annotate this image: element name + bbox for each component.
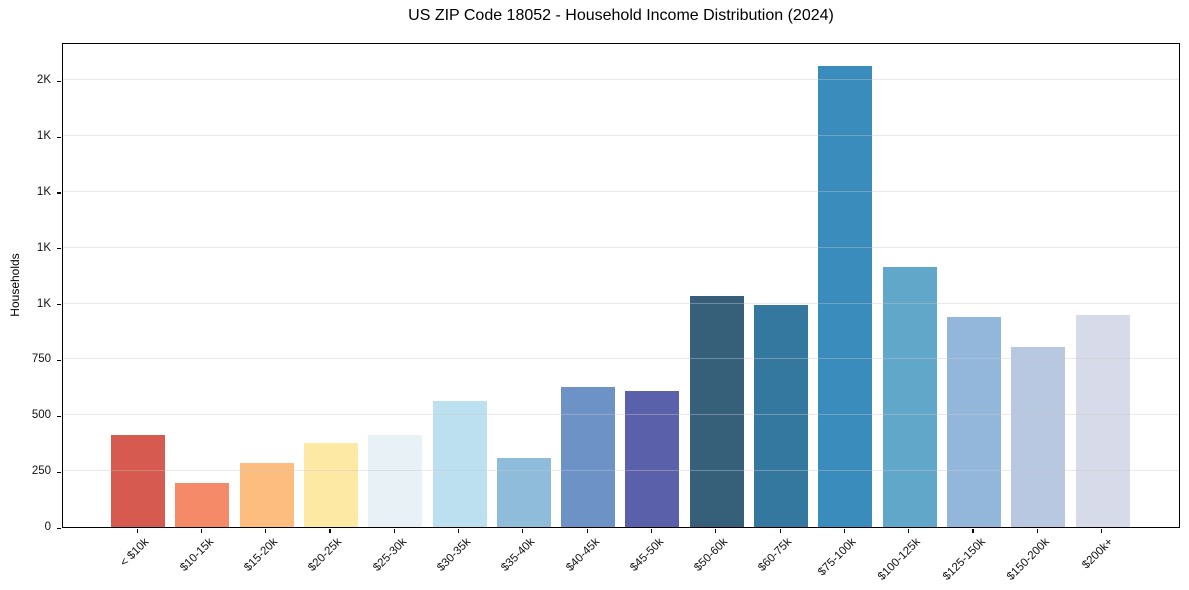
- gridline: [63, 470, 1179, 472]
- x-tick-label: $60-75k: [756, 536, 795, 574]
- bar: [561, 387, 616, 527]
- x-tick-mark: [972, 529, 974, 533]
- x-tick-label: $45-50k: [628, 536, 666, 574]
- x-tick-label: $25-30k: [370, 536, 409, 574]
- x-tick-label: $15-20k: [242, 536, 281, 574]
- bar: [303, 443, 358, 527]
- bar: [946, 317, 1001, 527]
- y-tick-label: 1K: [36, 130, 51, 143]
- bar: [625, 391, 680, 527]
- x-tick-label: $35-40k: [499, 536, 538, 574]
- x-tick-label: $20-25k: [306, 536, 345, 574]
- x-tick-label: $75-100k: [816, 536, 859, 579]
- x-tick-label: $150-200k: [1004, 536, 1052, 583]
- y-tick-mark: [57, 248, 61, 250]
- x-tick-mark: [458, 529, 460, 533]
- x-tick-mark: [1036, 529, 1038, 533]
- x-tick-label: $30-35k: [435, 536, 473, 574]
- bar: [496, 457, 551, 527]
- y-tick-mark: [57, 359, 61, 362]
- gridline: [63, 414, 1179, 416]
- x-tick-mark: [908, 529, 910, 533]
- x-tick-label: $100-125k: [876, 536, 924, 583]
- x-tick-label: < $10k: [118, 536, 152, 570]
- y-tick-mark: [57, 80, 61, 82]
- bar: [1075, 315, 1130, 527]
- x-tick-mark: [715, 529, 717, 533]
- y-tick-label: 2K: [36, 74, 51, 87]
- bar: [239, 463, 294, 527]
- y-tick-mark: [57, 415, 61, 417]
- x-tick-mark: [329, 529, 331, 533]
- y-tick-label: 500: [31, 409, 51, 422]
- x-tick-label: $10-15k: [177, 536, 216, 574]
- y-tick-label: 1K: [36, 241, 51, 254]
- x-tick-mark: [393, 529, 395, 533]
- x-tick-mark: [650, 529, 653, 533]
- y-tick-mark: [57, 527, 61, 529]
- bar: [818, 65, 873, 527]
- bar: [754, 304, 808, 527]
- y-tick-mark: [57, 136, 61, 138]
- x-tick-mark: [586, 529, 588, 533]
- gridline: [63, 246, 1179, 248]
- x-tick-mark: [200, 529, 202, 533]
- y-tick-label: 0: [44, 521, 51, 533]
- gridline: [63, 79, 1179, 81]
- x-tick-mark: [779, 529, 781, 533]
- x-tick-label: $125-150k: [940, 536, 988, 583]
- bar: [368, 434, 423, 527]
- chart-title: US ZIP Code 18052 - Household Income Dis…: [408, 7, 834, 24]
- bar: [175, 483, 230, 527]
- bar: [432, 400, 487, 527]
- x-tick-label: $40-45k: [563, 536, 602, 574]
- bar: [882, 266, 937, 527]
- x-tick-mark: [1101, 529, 1103, 533]
- gridline: [63, 358, 1179, 360]
- y-tick-mark: [57, 192, 61, 194]
- y-tick-label: 250: [31, 465, 51, 478]
- x-tick-mark: [843, 529, 845, 533]
- x-tick-label: $50-60k: [692, 536, 731, 574]
- x-tick-mark: [265, 529, 267, 533]
- y-tick-mark: [57, 471, 61, 473]
- bar: [1011, 347, 1066, 527]
- y-tick-label: 750: [31, 353, 51, 366]
- bar: [689, 295, 744, 527]
- gridline: [63, 135, 1179, 137]
- x-tick-mark: [522, 529, 524, 533]
- y-tick-label: 1K: [36, 185, 51, 198]
- y-tick-label: 1K: [36, 297, 51, 310]
- x-tick-label: $200k+: [1080, 536, 1116, 572]
- bar: [111, 435, 165, 527]
- gridline: [63, 190, 1179, 192]
- x-tick-mark: [136, 529, 138, 533]
- plot-area: [62, 43, 1180, 528]
- gridline: [63, 302, 1179, 304]
- y-tick-mark: [57, 304, 61, 306]
